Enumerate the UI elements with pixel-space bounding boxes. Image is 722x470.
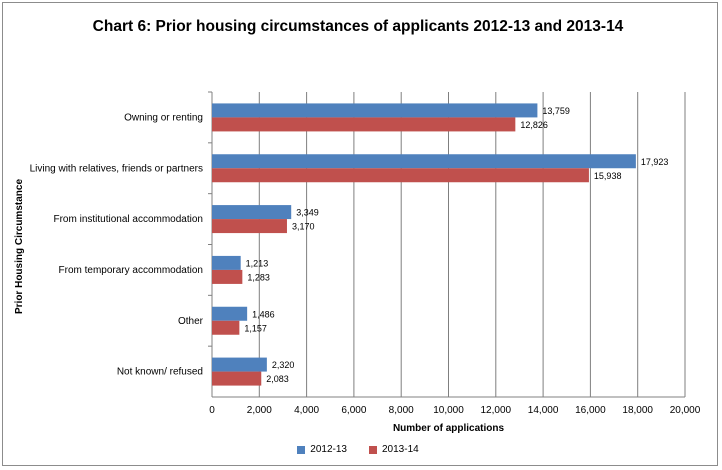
x-tick-label: 8,000 — [389, 405, 414, 416]
legend: 2012-13 2013-14 — [0, 444, 716, 455]
data-label: 17,923 — [641, 157, 669, 167]
bar-2013-14 — [212, 219, 287, 234]
x-tick-label: 6,000 — [341, 405, 366, 416]
legend-item-series-1: 2012-13 — [297, 444, 347, 455]
bar-2013-14 — [212, 371, 262, 386]
chart-title: Chart 6: Prior housing circumstances of … — [92, 18, 624, 35]
x-tick-label: 0 — [209, 405, 215, 416]
x-tick-label: 18,000 — [622, 405, 653, 416]
category-label: Living with relatives, friends or partne… — [30, 163, 203, 174]
bar-2012-13 — [212, 255, 241, 270]
category-label: Owning or renting — [124, 112, 203, 123]
y-axis-title: Prior Housing Circumstance — [14, 179, 25, 314]
legend-swatch — [369, 445, 377, 454]
bar-2012-13 — [212, 306, 248, 321]
data-label: 13,759 — [542, 106, 570, 116]
category-label: Other — [178, 316, 204, 327]
x-tick-label: 20,000 — [670, 405, 701, 416]
chart-frame — [2, 2, 718, 466]
data-label: 1,157 — [244, 323, 267, 333]
x-tick-label: 12,000 — [481, 405, 512, 416]
data-label: 3,170 — [292, 222, 315, 232]
data-label: 3,349 — [296, 208, 319, 218]
data-label: 1,486 — [252, 309, 275, 319]
x-tick-label: 14,000 — [528, 405, 559, 416]
legend-item-series-2: 2013-14 — [369, 444, 419, 455]
data-label: 15,938 — [594, 171, 622, 181]
bar-2012-13 — [212, 103, 538, 118]
category-label: From institutional accommodation — [53, 214, 203, 225]
data-label: 1,213 — [246, 258, 269, 268]
data-label: 12,826 — [520, 120, 548, 130]
data-label: 1,283 — [247, 272, 270, 282]
x-tick-label: 4,000 — [294, 405, 319, 416]
x-axis-title: Number of applications — [393, 423, 505, 434]
bar-2013-14 — [212, 269, 243, 284]
bar-2012-13 — [212, 357, 267, 372]
x-tick-label: 2,000 — [247, 405, 272, 416]
legend-swatch — [297, 445, 306, 454]
category-label: From temporary accommodation — [59, 265, 204, 276]
x-tick-label: 10,000 — [433, 405, 464, 416]
category-label: Not known/ refused — [117, 367, 203, 378]
bar-2012-13 — [212, 154, 636, 169]
bar-2013-14 — [212, 168, 589, 183]
data-label: 2,320 — [272, 360, 295, 370]
x-tick-label: 16,000 — [575, 405, 606, 416]
data-label: 2,083 — [266, 374, 289, 384]
bar-2013-14 — [212, 320, 240, 335]
legend-label: 2013-14 — [382, 444, 419, 455]
bar-2012-13 — [212, 205, 292, 220]
legend-label: 2012-13 — [310, 444, 347, 455]
bar-2013-14 — [212, 117, 516, 132]
